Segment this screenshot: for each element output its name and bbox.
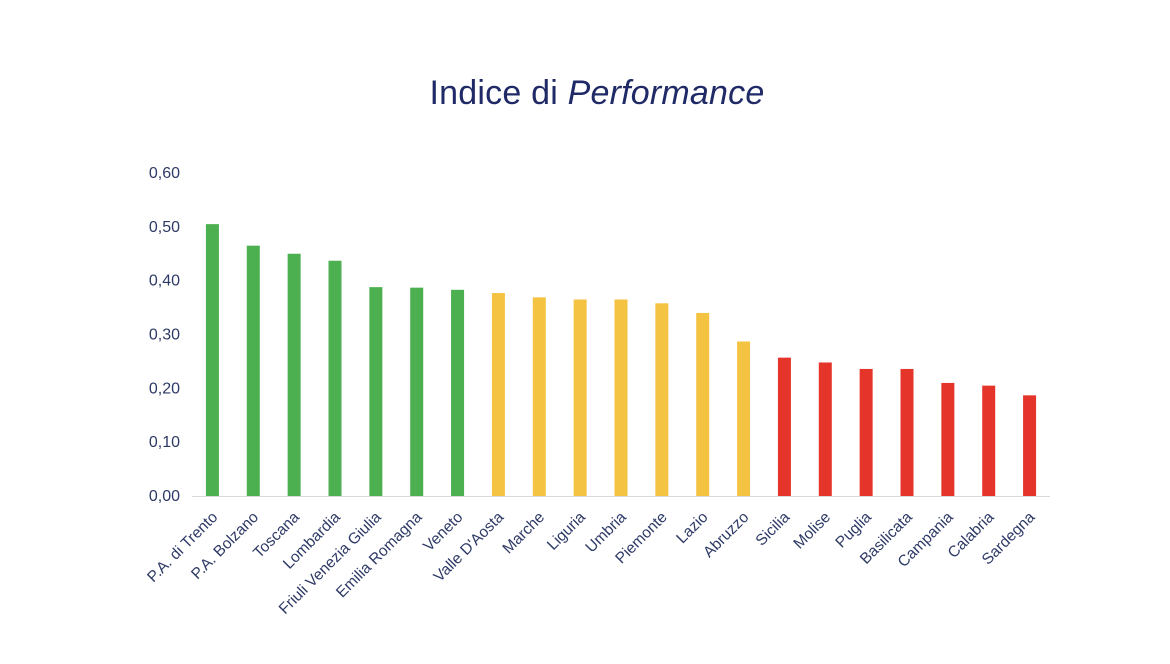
y-tick-label: 0,20 [149, 380, 180, 397]
y-tick-label: 0,40 [149, 273, 180, 290]
bar-lombardia [328, 260, 342, 496]
bar-liguria [573, 299, 587, 496]
bar-campania [941, 382, 955, 496]
bar-puglia [859, 368, 873, 496]
bar-abruzzo [737, 341, 751, 496]
bar-molise [818, 362, 832, 496]
x-category-label: Molise [790, 509, 834, 553]
bar-veneto [451, 289, 465, 496]
bar-marche [532, 297, 546, 496]
y-tick-label: 0,10 [149, 434, 180, 451]
chart-title-prefix: Indice di [429, 74, 568, 112]
chart-title: Indice di Performance [0, 74, 1170, 113]
bar-sicilia [777, 357, 791, 496]
x-category-label: Sicilia [753, 509, 794, 550]
bar-p-a-di-trento [205, 224, 219, 496]
bar-sardegna [1023, 395, 1037, 496]
bar-umbria [614, 299, 628, 496]
bar-p-a-bolzano [246, 245, 260, 496]
bars [205, 224, 1037, 496]
chart-title-emphasis: Performance [567, 74, 765, 112]
y-tick-label: 0,30 [149, 327, 180, 344]
x-category-label: Marche [500, 509, 549, 558]
bar-piemonte [655, 303, 669, 496]
x-category-label: Liguria [544, 509, 589, 554]
x-category-label: P.A. di Trento [144, 509, 221, 586]
bar-toscana [287, 253, 301, 496]
bar-emilia-romagna [410, 287, 424, 496]
y-axis: 0,00 0,10 0,20 0,30 0,40 0,50 0,60 [149, 165, 180, 505]
x-category-label: Abruzzo [700, 509, 752, 561]
y-tick-label: 0,60 [149, 165, 180, 182]
bar-friuli-venezia-giulia [369, 287, 383, 496]
x-category-label: Lazio [673, 509, 711, 547]
y-tick-label: 0,00 [149, 488, 180, 505]
bar-valle-d-aosta [491, 293, 505, 496]
bar-calabria [982, 385, 996, 496]
bar-basilicata [900, 368, 914, 496]
y-tick-label: 0,50 [149, 219, 180, 236]
bar-lazio [696, 312, 710, 496]
